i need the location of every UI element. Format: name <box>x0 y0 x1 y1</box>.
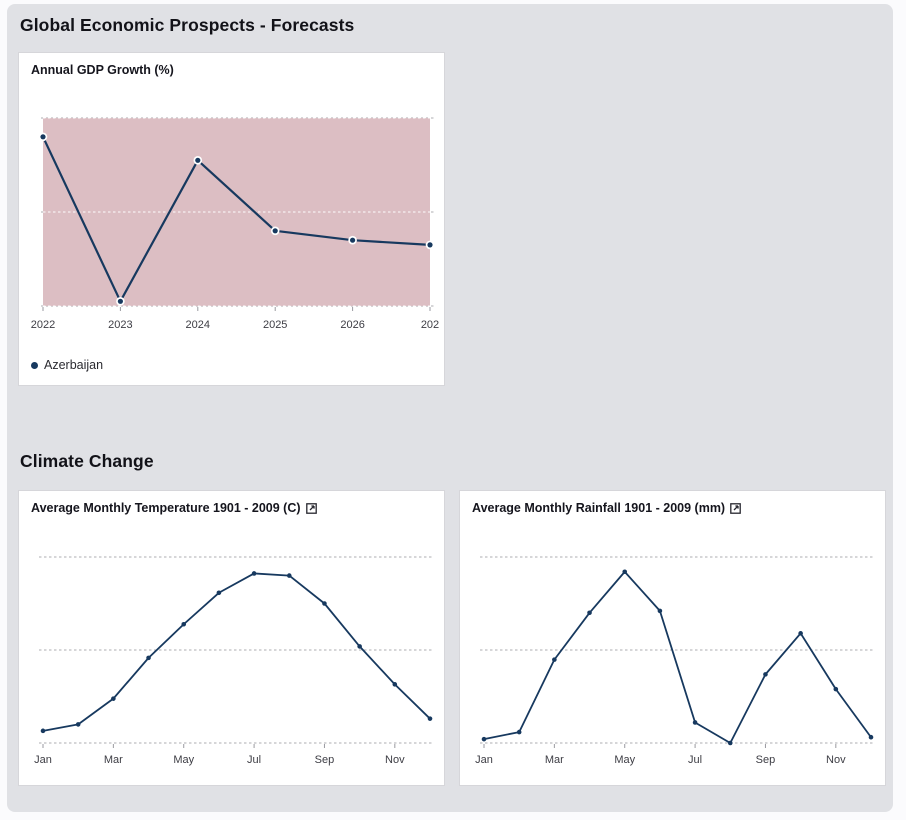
svg-text:Jan: Jan <box>34 754 52 766</box>
dashboard-card: Global Economic Prospects - Forecasts An… <box>7 4 893 812</box>
legend-dot-icon <box>31 361 38 369</box>
svg-text:2022: 2022 <box>31 319 55 331</box>
svg-text:2023: 2023 <box>108 319 132 331</box>
svg-text:Jul: Jul <box>247 754 261 766</box>
svg-text:Sep: Sep <box>756 754 776 766</box>
temperature-chart[interactable]: Jan Mar May Jul Sep Nov <box>19 491 444 785</box>
rainfall-panel: Average Monthly Rainfall 1901 - 2009 (mm… <box>459 490 886 786</box>
svg-text:Mar: Mar <box>545 754 564 766</box>
svg-text:2026: 2026 <box>340 319 364 331</box>
temperature-chart-title-text: Average Monthly Temperature 1901 - 2009 … <box>31 501 301 515</box>
svg-text:202: 202 <box>421 319 439 331</box>
svg-text:Mar: Mar <box>104 754 123 766</box>
rainfall-chart-title: Average Monthly Rainfall 1901 - 2009 (mm… <box>472 501 741 515</box>
external-link-icon[interactable] <box>305 502 317 514</box>
svg-text:Nov: Nov <box>385 754 405 766</box>
svg-text:Nov: Nov <box>826 754 846 766</box>
gdp-growth-panel: Annual GDP Growth (%) 2022 2023 2024 2025 20… <box>18 52 445 386</box>
svg-text:2024: 2024 <box>186 319 210 331</box>
svg-text:Jan: Jan <box>475 754 493 766</box>
svg-text:Jul: Jul <box>688 754 702 766</box>
temperature-panel: Average Monthly Temperature 1901 - 2009 … <box>18 490 445 786</box>
legend-label: Azerbaijan <box>44 358 104 372</box>
svg-text:May: May <box>614 754 635 766</box>
external-link-icon[interactable] <box>730 502 741 514</box>
section-heading-climate-change: Climate Change <box>20 451 154 471</box>
section-heading-global-economic-prospects: Global Economic Prospects - Forecasts <box>20 15 355 35</box>
legend-item-azerbaijan[interactable]: Azerbaijan <box>31 356 103 374</box>
svg-text:2025: 2025 <box>263 319 287 331</box>
rainfall-chart[interactable]: Jan Mar May Jul Sep Nov <box>460 491 885 785</box>
temperature-chart-title: Average Monthly Temperature 1901 - 2009 … <box>31 501 317 515</box>
gdp-chart-title: Annual GDP Growth (%) <box>31 63 174 77</box>
rainfall-chart-title-text: Average Monthly Rainfall 1901 - 2009 (mm… <box>472 501 726 515</box>
svg-text:May: May <box>173 754 194 766</box>
svg-text:Sep: Sep <box>315 754 335 766</box>
gdp-growth-chart[interactable]: 2022 2023 2024 2025 2026 202 <box>19 53 444 385</box>
